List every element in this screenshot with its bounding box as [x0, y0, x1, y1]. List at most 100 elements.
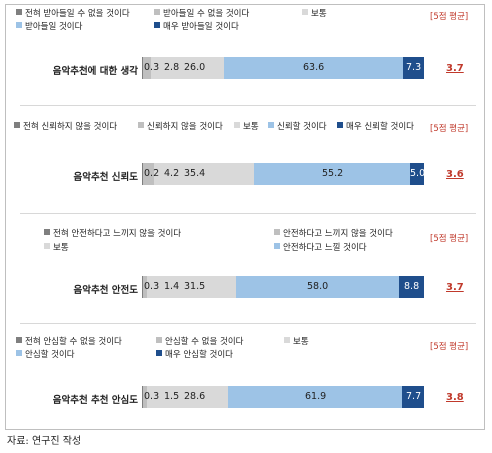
data-label: 28.6: [184, 391, 206, 402]
average-value: 3.7: [446, 282, 464, 293]
legend-swatch: [44, 229, 50, 235]
legend-swatch: [156, 337, 162, 343]
bar-segment-strongly-positive: [399, 276, 424, 298]
data-label: 26.0: [184, 62, 206, 73]
legend-swatch: [274, 243, 280, 249]
legend-swatch: [16, 350, 22, 356]
legend-item: 전혀 신뢰하지 않을 것이다: [14, 122, 117, 133]
divider: [20, 323, 476, 324]
legend: 전혀 신뢰하지 않을 것이다 신뢰하지 않을 것이다 보통 신뢰할 것이다 매우…: [6, 110, 484, 150]
legend-swatch: [138, 122, 144, 128]
chart-frame: 전혀 받아들일 수 없을 것이다 받아들일 수 없을 것이다 보통 받아들일 것…: [5, 4, 485, 430]
divider: [20, 105, 476, 106]
legend-item: 보통: [44, 243, 69, 254]
legend-item: 보통: [302, 9, 327, 20]
panel-trust: 전혀 신뢰하지 않을 것이다 신뢰하지 않을 것이다 보통 신뢰할 것이다 매우…: [6, 110, 484, 210]
legend-item: 전혀 받아들일 수 없을 것이다: [16, 9, 130, 20]
bar-segment-neutral: [154, 163, 254, 185]
legend-item: 받아들일 것이다: [16, 22, 82, 33]
data-label: 0.2: [144, 168, 160, 179]
legend-item: 매우 신뢰할 것이다: [337, 122, 414, 133]
avg-header: [5점 평균]: [430, 342, 469, 352]
data-label: 1.4: [164, 281, 180, 292]
data-label: 58.0: [307, 281, 329, 292]
legend-item: 신뢰할 것이다: [268, 122, 327, 133]
legend: 전혀 안심할 수 없을 것이다 안심할 수 없을 것이다 보통 안심할 것이다 …: [6, 328, 484, 368]
category-label: 음악추천에 대한 생각: [52, 66, 138, 77]
legend-swatch: [14, 122, 20, 128]
legend-swatch: [156, 350, 162, 356]
data-label: 0.3: [144, 391, 160, 402]
bar-segment-negative: [143, 386, 147, 408]
legend-swatch: [302, 9, 308, 15]
bar-segment-positive: [254, 163, 410, 185]
average-value: 3.6: [446, 169, 464, 180]
data-label: 31.5: [184, 281, 206, 292]
bar-segment-positive: [236, 276, 399, 298]
legend-swatch: [284, 337, 290, 343]
divider: [20, 213, 476, 214]
data-label: 4.2: [164, 168, 180, 179]
source-note: 자료: 연구진 작성: [7, 436, 82, 447]
stacked-bar: 0.3 1.4 31.5 58.0 8.8: [142, 276, 424, 298]
legend-item: 보통: [284, 337, 309, 348]
legend-swatch: [337, 122, 343, 128]
bar-segment-negative: [143, 57, 151, 79]
stacked-bar: 0.2 4.2 35.4 55.2 5.0: [142, 163, 426, 185]
bar-segment-strongly-positive: [410, 163, 424, 185]
avg-header: [5점 평균]: [430, 12, 469, 22]
legend-item: 매우 받아들일 것이다: [154, 22, 239, 33]
bar-segment-neutral: [147, 276, 236, 298]
legend-swatch: [234, 122, 240, 128]
stacked-bar: 0.3 1.5 28.6 61.9 7.7: [142, 386, 424, 408]
legend: 전혀 받아들일 수 없을 것이다 받아들일 수 없을 것이다 보통 받아들일 것…: [6, 5, 484, 45]
legend-item: 안심할 수 없을 것이다: [156, 337, 244, 348]
panel-acceptance: 전혀 받아들일 수 없을 것이다 받아들일 수 없을 것이다 보통 받아들일 것…: [6, 5, 484, 105]
legend-item: 전혀 안전하다고 느끼지 않을 것이다: [44, 229, 181, 240]
data-label: 0.3: [144, 62, 160, 73]
legend-swatch: [268, 122, 274, 128]
data-label: 7.7: [406, 391, 422, 402]
data-label: 8.8: [404, 281, 420, 292]
bar-segment-neutral: [147, 386, 228, 408]
data-label: 35.4: [184, 168, 206, 179]
average-value: 3.7: [446, 63, 464, 74]
data-label: 1.5: [164, 391, 180, 402]
avg-header: [5점 평균]: [430, 234, 469, 244]
data-label: 2.8: [164, 62, 180, 73]
legend-item: 안심할 것이다: [16, 350, 75, 361]
panel-reassurance: 전혀 안심할 수 없을 것이다 안심할 수 없을 것이다 보통 안심할 것이다 …: [6, 328, 484, 428]
panel-safety: 전혀 안전하다고 느끼지 않을 것이다 안전하다고 느끼지 않을 것이다 보통 …: [6, 218, 484, 323]
category-label: 음악추천 신뢰도: [73, 172, 139, 183]
legend-swatch: [16, 22, 22, 28]
avg-header: [5점 평균]: [430, 124, 469, 134]
bar-segment-neutral: [151, 57, 224, 79]
legend-item: 매우 안심할 것이다: [156, 350, 233, 361]
legend-swatch: [154, 22, 160, 28]
data-label: 0.3: [144, 281, 160, 292]
legend-swatch: [16, 337, 22, 343]
legend-item: 신뢰하지 않을 것이다: [138, 122, 223, 133]
bar-segment-strongly-positive: [402, 386, 424, 408]
data-label: 61.9: [305, 391, 327, 402]
data-label: 5.0: [410, 168, 426, 179]
legend-swatch: [154, 9, 160, 15]
legend-swatch: [274, 229, 280, 235]
bar-segment-positive: [224, 57, 403, 79]
bar-segment-strongly-positive: [403, 57, 424, 79]
legend-swatch: [44, 243, 50, 249]
category-label: 음악추천 안전도: [73, 285, 139, 296]
data-label: 7.3: [406, 62, 422, 73]
legend-item: 보통: [234, 122, 259, 133]
stacked-bar: 0.3 2.8 26.0 63.6 7.3: [142, 57, 424, 79]
legend-swatch: [16, 9, 22, 15]
data-label: 55.2: [322, 168, 344, 179]
legend-item: 안전하다고 느낄 것이다: [274, 243, 367, 254]
bar-segment-positive: [228, 386, 402, 408]
legend-item: 안전하다고 느끼지 않을 것이다: [274, 229, 393, 240]
legend-item: 전혀 안심할 수 없을 것이다: [16, 337, 122, 348]
bar-segment-negative: [143, 163, 154, 185]
average-value: 3.8: [446, 392, 464, 403]
legend: 전혀 안전하다고 느끼지 않을 것이다 안전하다고 느끼지 않을 것이다 보통 …: [6, 218, 484, 258]
data-label: 63.6: [303, 62, 325, 73]
